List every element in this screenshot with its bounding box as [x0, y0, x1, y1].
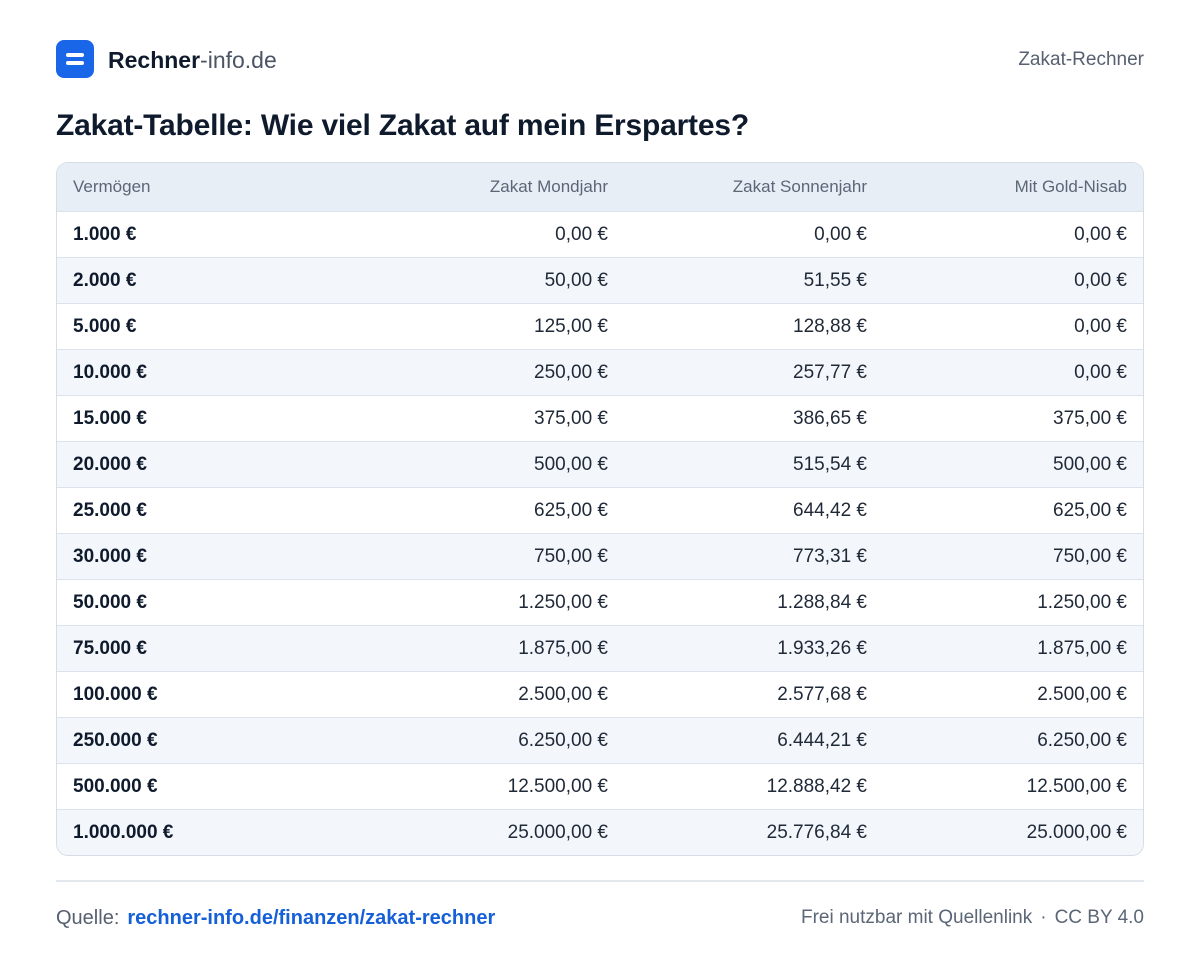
cell-zakat-solar: 644,42 €: [793, 499, 867, 521]
cell-wealth: 100.000 €: [73, 683, 158, 705]
source-label: Quelle:: [56, 907, 120, 929]
brand-name[interactable]: Rechner-info.de: [108, 47, 277, 73]
brand-name-bold: Rechner: [108, 47, 201, 73]
cell-zakat-solar: 1.933,26 €: [777, 637, 867, 659]
table-row: 2.000 € 50,00 € 51,55 € 0,00 €: [57, 257, 1143, 303]
cell-wealth: 250.000 €: [73, 729, 158, 751]
cell-zakat-solar: 25.776,84 €: [766, 821, 867, 843]
source-line: Quelle: rechner-info.de/finanzen/zakat-re…: [56, 906, 495, 930]
cell-zakat-gold-nisab: 750,00 €: [1053, 545, 1127, 567]
cell-zakat-gold-nisab: 0,00 €: [1074, 223, 1127, 245]
cell-zakat-solar: 2.577,68 €: [777, 683, 867, 705]
cell-zakat-solar: 6.444,21 €: [777, 729, 867, 751]
license-text: Frei nutzbar mit Quellenlink: [800, 907, 1033, 928]
cell-zakat-lunar: 625,00 €: [534, 499, 608, 521]
table-row: 75.000 € 1.875,00 € 1.933,26 € 1.875,00 €: [57, 625, 1143, 671]
cell-zakat-gold-nisab: 25.000,00 €: [1026, 821, 1127, 843]
cell-wealth: 30.000 €: [73, 545, 147, 567]
table-row: 30.000 € 750,00 € 773,31 € 750,00 €: [57, 533, 1143, 579]
page-label: Zakat-Rechner: [1018, 49, 1144, 70]
cell-wealth: 25.000 €: [73, 499, 147, 521]
cell-zakat-solar: 1.288,84 €: [777, 591, 867, 613]
cell-wealth: 75.000 €: [73, 637, 147, 659]
table-body: 1.000 € 0,00 € 0,00 € 0,00 € 2.000 € 50,00 € 5…: [57, 211, 1143, 855]
table-row: 50.000 € 1.250,00 € 1.288,84 € 1.250,00 €: [57, 579, 1143, 625]
cell-zakat-gold-nisab: 1.250,00 €: [1037, 591, 1127, 613]
cell-wealth: 20.000 €: [73, 453, 147, 475]
cell-zakat-lunar: 1.875,00 €: [518, 637, 608, 659]
table-row: 5.000 € 125,00 € 128,88 € 0,00 €: [57, 303, 1143, 349]
column-header-gold-nisab: Mit Gold-Nisab: [1014, 177, 1127, 196]
table-row: 1.000.000 € 25.000,00 € 25.776,84 € 25.000,…: [57, 809, 1143, 855]
cell-zakat-solar: 257,77 €: [793, 361, 867, 383]
cell-zakat-solar: 773,31 €: [793, 545, 867, 567]
cell-zakat-solar: 128,88 €: [793, 315, 867, 337]
cell-zakat-gold-nisab: 2.500,00 €: [1037, 683, 1127, 705]
brand-name-domain: -info.de: [200, 47, 277, 73]
cell-zakat-lunar: 6.250,00 €: [518, 729, 608, 751]
table-row: 20.000 € 500,00 € 515,54 € 500,00 €: [57, 441, 1143, 487]
source-link[interactable]: rechner-info.de/finanzen/zakat-rechner: [127, 907, 496, 929]
column-header-wealth: Vermögen: [73, 177, 151, 196]
cell-zakat-lunar: 750,00 €: [534, 545, 608, 567]
cell-wealth: 1.000 €: [73, 223, 137, 245]
zakat-table: Vermögen Zakat Mondjahr Zakat Sonnenjahr…: [56, 162, 1144, 856]
license-name[interactable]: CC BY 4.0: [1054, 907, 1144, 928]
cell-zakat-lunar: 50,00 €: [544, 269, 608, 291]
cell-zakat-lunar: 2.500,00 €: [518, 683, 608, 705]
cell-zakat-gold-nisab: 375,00 €: [1053, 407, 1127, 429]
cell-zakat-gold-nisab: 1.875,00 €: [1037, 637, 1127, 659]
logo-icon[interactable]: [56, 40, 94, 78]
cell-wealth: 5.000 €: [73, 315, 137, 337]
table-row: 250.000 € 6.250,00 € 6.444,21 € 6.250,00 €: [57, 717, 1143, 763]
cell-zakat-solar: 12.888,42 €: [766, 775, 867, 797]
cell-zakat-solar: 0,00 €: [814, 223, 867, 245]
column-header-lunar-year: Zakat Mondjahr: [489, 177, 608, 196]
cell-zakat-gold-nisab: 0,00 €: [1074, 361, 1127, 383]
table-row: 25.000 € 625,00 € 644,42 € 625,00 €: [57, 487, 1143, 533]
table-row: 100.000 € 2.500,00 € 2.577,68 € 2.500,00 €: [57, 671, 1143, 717]
cell-wealth: 50.000 €: [73, 591, 147, 613]
cell-wealth: 15.000 €: [73, 407, 147, 429]
cell-zakat-solar: 515,54 €: [793, 453, 867, 475]
cell-wealth: 500.000 €: [73, 775, 158, 797]
cell-zakat-solar: 51,55 €: [803, 269, 867, 291]
cell-zakat-gold-nisab: 625,00 €: [1053, 499, 1127, 521]
table-row: 1.000 € 0,00 € 0,00 € 0,00 €: [57, 211, 1143, 257]
cell-zakat-lunar: 500,00 €: [534, 453, 608, 475]
table-row: 500.000 € 12.500,00 € 12.888,42 € 12.500,00…: [57, 763, 1143, 809]
site-header: Rechner-info.de Zakat-Rechner: [56, 40, 1144, 78]
cell-wealth: 2.000 €: [73, 269, 137, 291]
cell-zakat-gold-nisab: 6.250,00 €: [1037, 729, 1127, 751]
cell-zakat-gold-nisab: 12.500,00 €: [1026, 775, 1127, 797]
footer-divider: [56, 880, 1144, 882]
cell-zakat-lunar: 0,00 €: [555, 223, 608, 245]
table-header-row: Vermögen Zakat Mondjahr Zakat Sonnenjahr…: [57, 163, 1143, 211]
cell-zakat-gold-nisab: 0,00 €: [1074, 315, 1127, 337]
cell-zakat-gold-nisab: 500,00 €: [1053, 453, 1127, 475]
license-line: Frei nutzbar mit Quellenlink · CC BY 4.0: [801, 906, 1144, 930]
cell-zakat-gold-nisab: 0,00 €: [1074, 269, 1127, 291]
table-row: 15.000 € 375,00 € 386,65 € 375,00 €: [57, 395, 1143, 441]
column-header-solar-year: Zakat Sonnenjahr: [732, 177, 867, 196]
cell-zakat-lunar: 125,00 €: [534, 315, 608, 337]
page-title: Zakat-Tabelle: Wie viel Zakat auf mein E…: [56, 109, 749, 142]
cell-zakat-lunar: 375,00 €: [534, 407, 608, 429]
cell-zakat-solar: 386,65 €: [793, 407, 867, 429]
cell-zakat-lunar: 1.250,00 €: [518, 591, 608, 613]
cell-zakat-lunar: 250,00 €: [534, 361, 608, 383]
cell-wealth: 10.000 €: [73, 361, 147, 383]
table-row: 10.000 € 250,00 € 257,77 € 0,00 €: [57, 349, 1143, 395]
cell-zakat-lunar: 25.000,00 €: [507, 821, 608, 843]
cell-wealth: 1.000.000 €: [73, 821, 174, 843]
cell-zakat-lunar: 12.500,00 €: [507, 775, 608, 797]
license-separator: ·: [1040, 907, 1047, 928]
